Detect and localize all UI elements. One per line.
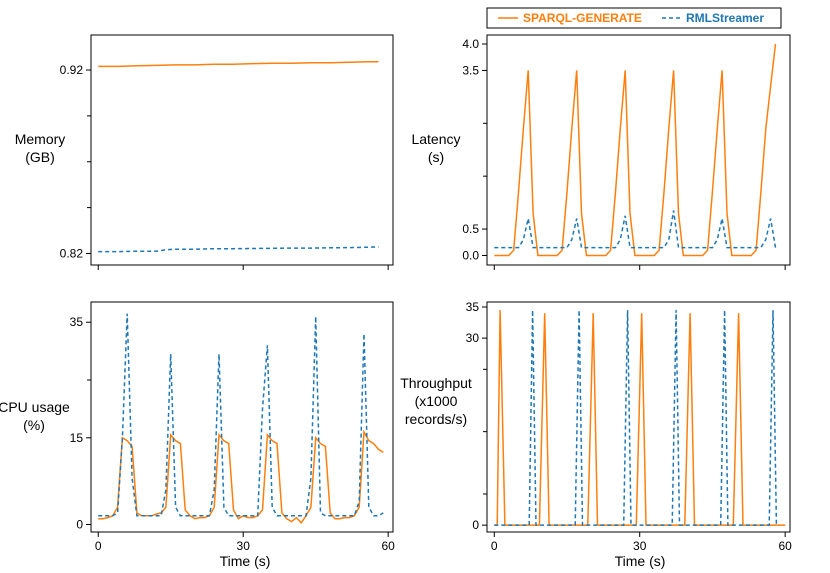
throughput-ylabel-line2: (x1000 xyxy=(415,393,458,409)
cpu-ylabel-line1: CPU usage xyxy=(0,399,70,415)
cpu-xtick-label: 30 xyxy=(237,539,251,553)
cpu-ytick-label: 15 xyxy=(70,431,84,445)
legend: SPARQL-GENERATE RMLStreamer xyxy=(486,7,782,29)
memory-panel: 0.82 0.92 Memory (GB) xyxy=(15,34,394,270)
cpu-ylabel-line2: (%) xyxy=(23,417,45,433)
latency-panel: 0.0 0.5 3.5 4.0 Latency (s) xyxy=(411,34,791,270)
memory-plot-frame xyxy=(90,34,394,266)
memory-ylabel-line1: Memory xyxy=(15,131,66,147)
throughput-plot-frame xyxy=(486,301,791,533)
throughput-ytick-label: 35 xyxy=(466,300,480,314)
cpu-ytick-label: 35 xyxy=(70,315,84,329)
latency-ylabel-line1: Latency xyxy=(411,131,460,147)
throughput-xlabel: Time (s) xyxy=(615,553,666,569)
throughput-xtick-label: 30 xyxy=(633,539,647,553)
memory-rml-line xyxy=(98,246,379,253)
cpu-plot-frame xyxy=(90,301,394,533)
throughput-ylabel-line1: Throughput xyxy=(400,375,472,391)
cpu-panel: 0 15 35 0 30 60 CPU usage (%) Time (s) xyxy=(0,301,396,569)
throughput-sparql-line xyxy=(494,310,786,526)
latency-rml-line xyxy=(494,210,777,249)
throughput-xtick-label: 0 xyxy=(491,539,498,553)
cpu-xtick-label: 0 xyxy=(95,539,102,553)
legend-sparql-label: SPARQL-GENERATE xyxy=(523,11,642,25)
memory-ytick-label: 0.92 xyxy=(60,63,84,77)
latency-ytick-label: 3.5 xyxy=(462,63,479,77)
memory-ylabel-line2: (GB) xyxy=(25,149,55,165)
cpu-rml-line xyxy=(98,313,384,517)
throughput-ticks: 0 30 35 0 30 60 xyxy=(466,300,793,553)
memory-ytick-label: 0.82 xyxy=(60,246,84,260)
latency-ylabel-line2: (s) xyxy=(428,149,444,165)
cpu-ticks: 0 15 35 0 30 60 xyxy=(70,315,396,553)
latency-sparql-line xyxy=(494,43,777,257)
throughput-xtick-label: 60 xyxy=(778,539,792,553)
cpu-sparql-line xyxy=(98,429,384,524)
cpu-xtick-label: 60 xyxy=(381,539,395,553)
latency-ytick-label: 0.5 xyxy=(462,222,479,236)
memory-sparql-line xyxy=(98,61,379,68)
memory-ticks: 0.82 0.92 xyxy=(60,63,389,270)
cpu-xlabel: Time (s) xyxy=(220,553,271,569)
legend-rml-label: RMLStreamer xyxy=(686,11,764,25)
latency-ticks: 0.0 0.5 3.5 4.0 xyxy=(462,37,786,270)
legend-box xyxy=(486,7,782,29)
throughput-rml-line xyxy=(494,310,778,526)
cpu-ytick-label: 0 xyxy=(76,517,83,531)
latency-ytick-label: 4.0 xyxy=(462,37,479,51)
latency-plot-frame xyxy=(486,34,791,266)
latency-ytick-label: 0.0 xyxy=(462,248,479,262)
throughput-ylabel-line3: records/s) xyxy=(405,411,467,427)
throughput-ytick-label: 0 xyxy=(472,518,479,532)
throughput-ytick-label: 30 xyxy=(466,331,480,345)
